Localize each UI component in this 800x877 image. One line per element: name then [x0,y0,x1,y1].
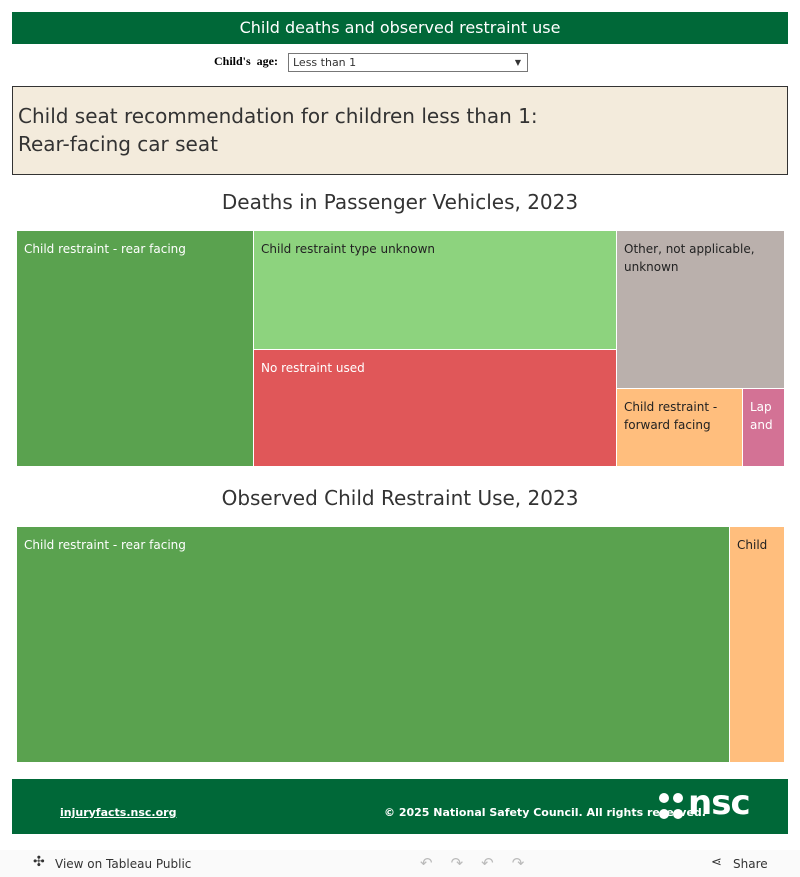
footer-copyright: © 2025 National Safety Council. All righ… [384,806,706,819]
treemap-cell[interactable]: Child restraint type unknown [254,231,616,349]
header-title: Child deaths and observed restraint use [239,18,561,37]
cell-label: No restraint used [261,361,365,375]
footer-link[interactable]: injuryfacts.nsc.org [60,806,177,819]
toolbar: ✣ View on Tableau Public ↶↷↶↷ ⋖ Share [0,850,800,877]
cell-label: Child restraint type unknown [261,242,435,256]
cell-label: and [750,418,773,432]
view-link[interactable]: View on Tableau Public [55,857,192,871]
treemap-title: Deaths in Passenger Vehicles, 2023 [221,190,579,214]
cell-label: Other, not applicable, [624,242,755,256]
treemap-cell[interactable]: Other, not applicable, unknown [617,231,784,388]
dropdown-value: Less than 1 [293,56,357,69]
cell-label: Child restraint - rear facing [24,242,186,256]
recommendation-line: Child seat recommendation for children l… [18,104,538,128]
header-bar: Child deaths and observed restraint use [12,12,788,44]
tableau-icon: ✣ [33,854,45,870]
treemap-cell[interactable]: Child restraint - forward facing [617,389,742,466]
cell-label: Child [737,538,768,552]
cell-label: unknown [624,260,679,274]
recommendation-box: Child seat recommendation for children l… [12,86,788,175]
treemap-cell[interactable]: Child restraint - rear facing [17,527,729,762]
age-dropdown[interactable]: Less than 1 ▼ [288,53,528,72]
cell-label: Child restraint - [624,400,718,414]
filter-label: Child's age: [213,54,278,68]
share-button[interactable]: Share [733,857,768,871]
toolbar-icons: ↶↷↶↷ [420,854,543,872]
recommendation-line: Rear-facing car seat [18,132,218,156]
treemap-cell[interactable]: Lap and [743,389,784,466]
share-icon: ⋖ [711,855,722,870]
treemap-title: Observed Child Restraint Use, 2023 [221,486,579,510]
footer-bar: injuryfacts.nsc.org © 2025 National Safe… [12,779,788,834]
logo-icon [659,793,683,819]
footer-logo: nsc [688,783,751,823]
cell-label: Child restraint - rear facing [24,538,186,552]
cell-label: forward facing [624,418,711,432]
dropdown-arrow: ▼ [514,58,521,67]
treemap-cell[interactable]: Child [730,527,784,762]
cell-label: Lap [750,400,772,414]
treemap-cell[interactable]: No restraint used [254,350,616,466]
treemap-cell[interactable]: Child restraint - rear facing [17,231,253,466]
